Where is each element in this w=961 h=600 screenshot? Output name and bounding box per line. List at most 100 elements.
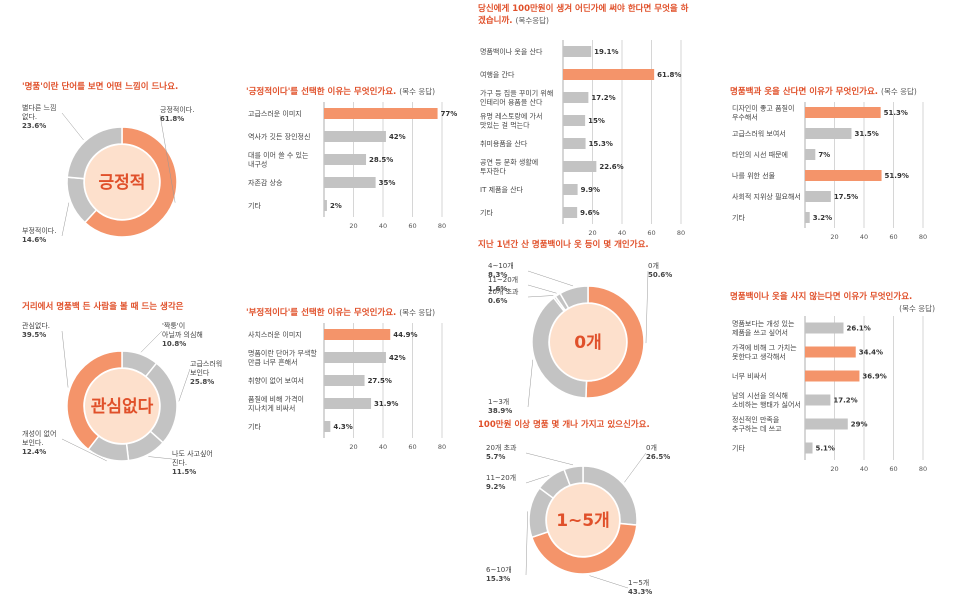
donut-center [85,145,159,219]
chart-title: 당신에게 100만원이 생겨 어딘가에 써야 한다면 무엇을 하겠습니까. (복수… [478,4,693,27]
bar [805,322,844,334]
bar [805,370,860,382]
slice-label: 긍정적이다. 61.8% [160,105,194,123]
category-label-line: 디자인이 좋고 품질이 [732,104,794,113]
chart-note: (복수 응답) [899,304,935,313]
x-tick-label: 20 [830,233,838,241]
bar [324,421,331,432]
category-label-line: 정신적인 만족을 [732,415,780,424]
donut-panel-owned-items: 100만원 이상 명품 몇 개나 가지고 있으신가요. 0개 26.5% 1~5개 4… [478,420,708,596]
leader-line [527,295,554,298]
chart-note: (복수 응답) [399,308,436,317]
category-label-line: 기타 [248,201,261,210]
category-label-line: 투자한다 [480,167,506,176]
bar [324,352,386,363]
category-label: 취미용품을 산다 [480,139,528,148]
leader-line [527,270,574,287]
data-label: 19.1% [594,48,618,56]
data-label: 27.5% [368,377,392,385]
category-label: 명품백이나 옷을 산다 [480,47,543,56]
chart-title: 100만원 이상 명품 몇 개나 가지고 있으신가요. [478,420,650,430]
x-tick-label: 40 [379,222,387,230]
slice-label-line: 11~20개 [486,473,516,482]
slice-label: '짝퉁'이 아닐까 의심해 10.8% [162,321,203,348]
slice-value: 39.5% [22,331,46,339]
data-label: 61.8% [657,71,681,79]
slice-label-line: 보인다 [190,368,210,377]
category-label: 명품이란 단어가 무색할 만큼 너무 흔해서 [248,349,317,367]
x-tick-label: 60 [889,465,897,473]
leader-line [525,475,550,484]
chart-title: '긍정적이다'를 선택한 이유는 무엇인가요. (복수 응답) [246,86,435,98]
data-label: 42% [389,133,406,141]
slice-label-line: 11~20개 [488,275,518,284]
bar [805,394,831,406]
category-label-line: 타인의 시선 때문에 [732,150,788,159]
category-label-line: 유명 레스토랑에 가서 [480,112,542,121]
x-tick-label: 80 [919,465,927,473]
category-label-line: 기타 [248,422,261,431]
category-label: 나를 위한 선물 [732,171,776,180]
bar-chart-million-won: 20 40 60 80 명품백이나 옷을 산다 19.1% 여행을 간다 61.8% 가구 등 … [480,40,685,237]
leader-line [61,202,70,237]
donut-slice [66,350,123,451]
category-label: 고급스러워 보여서 [732,129,786,138]
data-label: 29% [851,421,868,429]
slice-label-line: 20개 초과 [486,443,517,452]
leader-line [624,452,647,483]
category-label: 디자인이 좋고 품질이 우수해서 [732,104,794,122]
slice-value: 14.6% [22,236,46,244]
category-label-line: 기타 [732,213,745,222]
slice-label-line: 0개 [648,261,659,270]
slice-value: 43.3% [628,588,652,596]
category-label: 품질에 비해 가격이 지나치게 비싸서 [248,395,304,413]
bar [324,131,386,142]
bar-chart-negative-reasons: 20 40 60 80 사치스러운 이미지 44.9% 명품이란 단어가 무색할 만큼 너무 … [248,323,446,451]
bar-panel-positive-reasons: '긍정적이다'를 선택한 이유는 무엇인가요. (복수 응답) 20 40 60 80 고… [246,86,461,256]
bar [563,161,597,172]
data-label: 35% [379,179,396,187]
data-label: 36.9% [862,373,886,381]
category-label: 기타 [248,201,261,210]
chart-title: '부정적이다'를 선택한 이유는 무엇인가요. (복수 응답) [246,307,435,319]
category-label: 고급스러운 이미지 [248,109,302,118]
bar-chart-positive-reasons: 20 40 60 80 고급스러운 이미지 77% 역사가 깃든 장인정신 42% 대를 이어 … [248,102,457,230]
category-label-line: 맛있는 걸 먹는다 [480,121,530,130]
slice-value: 12.4% [22,448,46,456]
data-label: 44.9% [393,331,417,339]
slice-label: 고급스러워 보인다 25.8% [190,359,222,386]
chart-note: (복수 응답) [881,87,917,96]
category-label-line: 기타 [480,208,493,217]
bar-panel-negative-reasons: '부정적이다'를 선택한 이유는 무엇인가요. (복수 응답) 20 40 60 80 사… [246,307,461,477]
slice-label-line: 개성이 없어 [22,429,56,438]
bar [563,138,586,149]
slice-label: 1~5개 43.3% [628,578,652,596]
slice-label-line: 부정적이다. [22,226,56,235]
slice-label-line: 관심없다. [22,321,50,330]
x-tick-label: 40 [618,229,626,237]
leader-line [61,438,107,462]
donut-slice [83,126,178,238]
slice-label: 0개 26.5% [646,443,670,461]
slice-value: 26.5% [646,453,670,461]
donut-slice [66,126,123,180]
bar-panel-not-buy-reasons: 명품백이나 옷을 사지 않는다면 이유가 무엇인가요. (복수 응답) 20 40 6… [730,292,945,473]
bar [563,69,655,80]
x-tick-label: 40 [860,233,868,241]
bar [563,92,589,103]
data-label: 7% [818,151,830,159]
chart-title-text: 당신에게 100만원이 생겨 어딘가에 써야 한다면 무엇을 하겠습니까. [478,4,689,26]
slice-label-line: 고급스러워 [190,359,222,368]
leader-line [178,368,191,402]
category-label: 여행을 간다 [480,70,515,79]
slice-label-line: 보인다. [22,438,44,447]
leader-line [525,452,574,466]
category-label: 가구 등 집을 꾸미기 위해 인테리어 용품을 산다 [480,89,553,107]
category-label: 공연 등 문화 생활에 투자한다 [480,158,538,176]
x-tick-label: 60 [647,229,655,237]
category-label-line: 기타 [732,444,745,453]
x-tick-label: 40 [860,465,868,473]
bar [805,346,856,358]
slice-value: 23.6% [22,122,46,130]
category-label: 기타 [248,422,261,431]
